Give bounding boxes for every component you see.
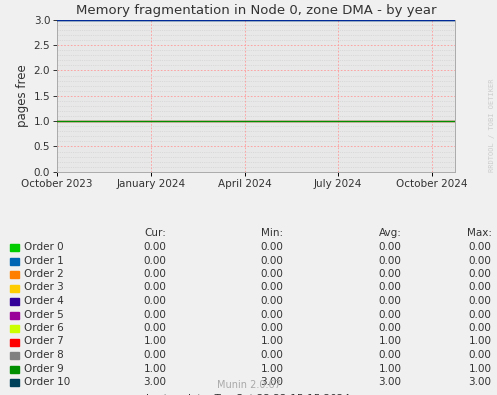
Text: 0.00: 0.00 (469, 242, 492, 252)
Text: 3.00: 3.00 (144, 377, 166, 387)
Text: 0.00: 0.00 (469, 323, 492, 333)
Text: Order 0: Order 0 (24, 242, 64, 252)
Text: Order 10: Order 10 (24, 377, 70, 387)
Text: 0.00: 0.00 (144, 269, 166, 279)
Text: 0.00: 0.00 (260, 282, 283, 293)
Text: 0.00: 0.00 (469, 282, 492, 293)
Text: Min:: Min: (261, 228, 283, 238)
Text: 1.00: 1.00 (469, 337, 492, 346)
Text: Cur:: Cur: (144, 228, 166, 238)
Text: Munin 2.0.67: Munin 2.0.67 (217, 380, 280, 390)
Text: 0.00: 0.00 (469, 256, 492, 265)
Text: 0.00: 0.00 (379, 269, 402, 279)
Title: Memory fragmentation in Node 0, zone DMA - by year: Memory fragmentation in Node 0, zone DMA… (76, 4, 436, 17)
Text: 0.00: 0.00 (260, 256, 283, 265)
Text: 1.00: 1.00 (469, 363, 492, 374)
Text: 0.00: 0.00 (260, 350, 283, 360)
Y-axis label: pages free: pages free (16, 64, 29, 127)
Text: 0.00: 0.00 (379, 296, 402, 306)
Text: 0.00: 0.00 (144, 310, 166, 320)
Text: 0.00: 0.00 (144, 242, 166, 252)
Text: Order 6: Order 6 (24, 323, 64, 333)
Text: Order 2: Order 2 (24, 269, 64, 279)
Text: 0.00: 0.00 (379, 256, 402, 265)
Text: 0.00: 0.00 (260, 296, 283, 306)
Text: 1.00: 1.00 (144, 337, 166, 346)
Text: Order 1: Order 1 (24, 256, 64, 265)
Text: 0.00: 0.00 (469, 350, 492, 360)
Text: 0.00: 0.00 (469, 296, 492, 306)
Text: Max:: Max: (468, 228, 493, 238)
Text: 0.00: 0.00 (379, 323, 402, 333)
Text: 0.00: 0.00 (144, 323, 166, 333)
Text: 0.00: 0.00 (144, 350, 166, 360)
Text: 0.00: 0.00 (379, 242, 402, 252)
Text: Avg:: Avg: (379, 228, 402, 238)
Text: 3.00: 3.00 (260, 377, 283, 387)
Text: Order 3: Order 3 (24, 282, 64, 293)
Text: 0.00: 0.00 (144, 282, 166, 293)
Text: Order 9: Order 9 (24, 363, 64, 374)
Text: 0.00: 0.00 (379, 350, 402, 360)
Text: 0.00: 0.00 (469, 269, 492, 279)
Text: 0.00: 0.00 (379, 310, 402, 320)
Text: 0.00: 0.00 (260, 242, 283, 252)
Text: 0.00: 0.00 (260, 310, 283, 320)
Text: 1.00: 1.00 (379, 363, 402, 374)
Text: 0.00: 0.00 (260, 269, 283, 279)
Text: Order 5: Order 5 (24, 310, 64, 320)
Text: 3.00: 3.00 (469, 377, 492, 387)
Text: 1.00: 1.00 (260, 363, 283, 374)
Text: RRDTOOL / TOBI OETIKER: RRDTOOL / TOBI OETIKER (489, 79, 495, 173)
Text: 0.00: 0.00 (144, 296, 166, 306)
Text: 3.00: 3.00 (379, 377, 402, 387)
Text: 0.00: 0.00 (379, 282, 402, 293)
Text: 1.00: 1.00 (144, 363, 166, 374)
Text: Order 4: Order 4 (24, 296, 64, 306)
Text: Order 8: Order 8 (24, 350, 64, 360)
Text: 0.00: 0.00 (260, 323, 283, 333)
Text: Order 7: Order 7 (24, 337, 64, 346)
Text: 1.00: 1.00 (260, 337, 283, 346)
Text: 0.00: 0.00 (144, 256, 166, 265)
Text: 0.00: 0.00 (469, 310, 492, 320)
Text: 1.00: 1.00 (379, 337, 402, 346)
